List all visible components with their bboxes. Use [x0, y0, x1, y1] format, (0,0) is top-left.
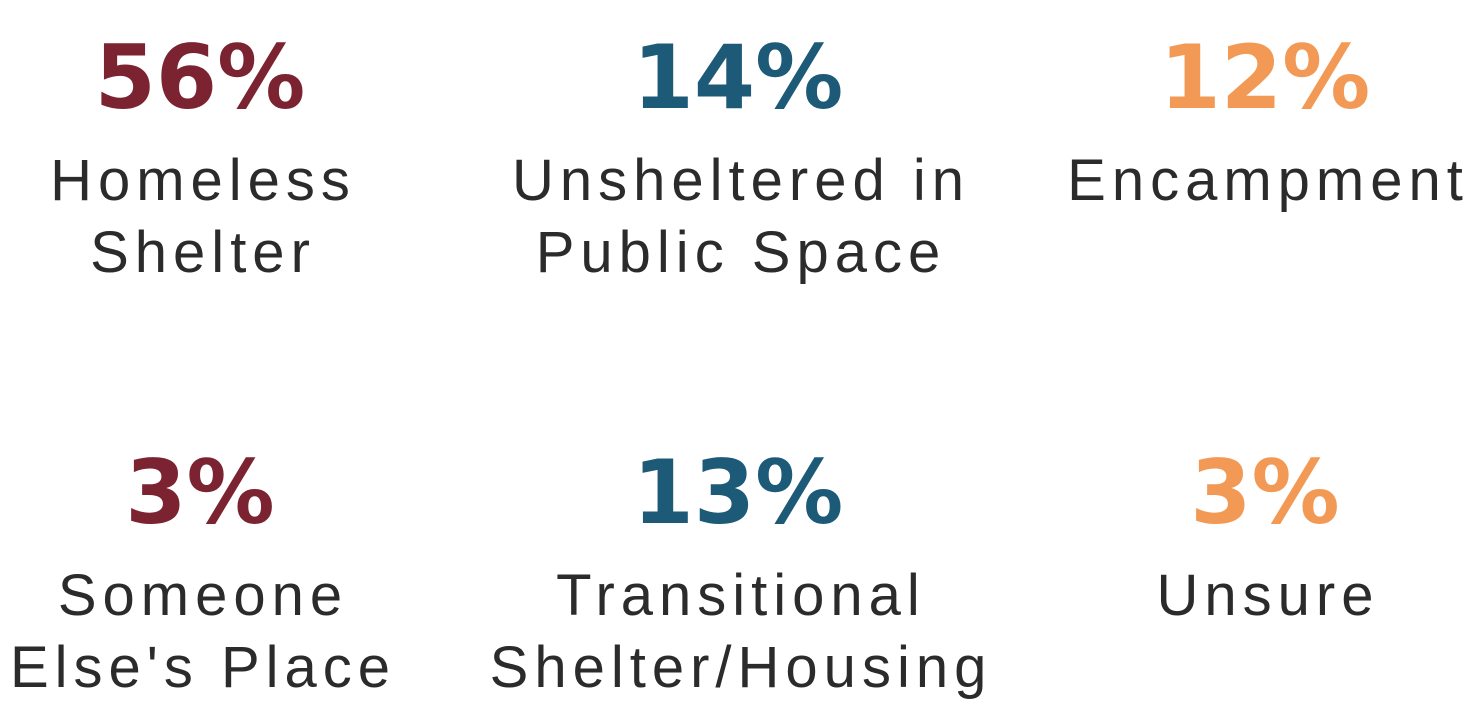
stat-label: Homeless — [50, 148, 356, 213]
stat-label: Transitional — [556, 563, 926, 628]
stat-label: Public Space — [536, 220, 947, 285]
stat-value: 12% — [1160, 26, 1371, 129]
stat-value: 3% — [1190, 441, 1339, 544]
stat-label: Else's Place — [10, 635, 396, 700]
stat-value: 3% — [125, 441, 274, 544]
stat-label: Unsure — [1157, 563, 1380, 628]
stat-value: 56% — [95, 26, 306, 129]
stat-label: Shelter/Housing — [490, 635, 993, 700]
stat-value: 14% — [633, 26, 844, 129]
stat-label: Shelter — [90, 220, 316, 285]
stat-label: Someone — [58, 563, 348, 628]
stat-label: Unsheltered in — [512, 148, 970, 213]
stat-label: Encampment — [1067, 148, 1469, 213]
stat-value: 13% — [633, 441, 844, 544]
